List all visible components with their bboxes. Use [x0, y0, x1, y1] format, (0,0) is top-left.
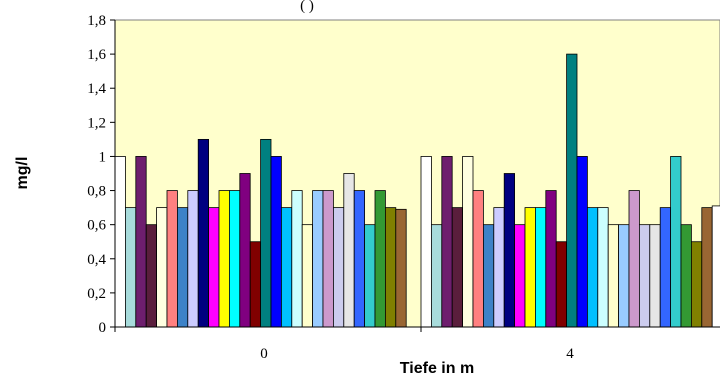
- bar-0-14: [249, 241, 261, 328]
- bar-0-1: [114, 156, 126, 328]
- bar-0-27: [384, 207, 397, 328]
- bar-0-6: [166, 190, 178, 328]
- bar-4-9: [503, 173, 516, 328]
- bar-0-22: [332, 207, 345, 328]
- bar-4-4: [451, 207, 464, 328]
- bar-4-10: [514, 224, 526, 328]
- bar-0-8: [187, 190, 199, 328]
- x-axis-title: Tiefe in m: [400, 360, 474, 377]
- x-tick-label-0: 0: [260, 346, 268, 362]
- bar-0-23: [343, 173, 355, 328]
- bar-4-25: [670, 156, 682, 328]
- top-fragment: ( ): [300, 0, 314, 14]
- bar-0-16: [270, 156, 282, 328]
- bar-4-22: [639, 224, 651, 328]
- bar-4-15: [566, 53, 578, 328]
- bar-4-13: [545, 190, 557, 328]
- bar-0-18: [291, 190, 303, 328]
- y-axis-title: mg/l: [14, 157, 31, 190]
- bar-4-5: [462, 156, 474, 328]
- bar-4-11: [524, 207, 536, 328]
- y-tick-label: 1,2: [87, 115, 106, 131]
- bar-0-24: [353, 190, 366, 328]
- bar-4-24: [659, 207, 672, 328]
- bar-4-26: [680, 224, 692, 328]
- bar-0-20: [312, 190, 324, 328]
- bar-4-19: [607, 224, 620, 328]
- bars-group: [114, 53, 720, 328]
- bar-4-16: [576, 156, 588, 328]
- y-tick-label: 0,6: [87, 218, 106, 234]
- bar-4-6: [472, 190, 484, 328]
- bar-0-7: [176, 207, 189, 328]
- bar-4-14: [555, 241, 568, 328]
- y-tick-label: 1,8: [87, 13, 106, 29]
- bar-0-2: [125, 207, 137, 328]
- bar-4-18: [597, 207, 609, 328]
- bar-4-12: [535, 207, 547, 328]
- bar-0-17: [280, 207, 293, 328]
- y-tick-label: 1: [99, 149, 107, 165]
- bar-0-15: [260, 138, 272, 328]
- bar-0-25: [364, 224, 376, 328]
- bar-0-3: [135, 156, 147, 328]
- y-tick-label: 0: [99, 320, 107, 336]
- bar-4-23: [649, 224, 661, 328]
- bar-4-28: [701, 207, 713, 328]
- y-tick-label: 1,4: [87, 81, 106, 97]
- bar-0-21: [322, 190, 334, 328]
- bar-4-27: [691, 241, 703, 328]
- bar-0-26: [374, 190, 386, 328]
- bar-4-3: [441, 156, 453, 328]
- y-tick-label: 0,8: [87, 184, 106, 200]
- bar-0-13: [239, 173, 251, 328]
- bar-0-28: [395, 208, 407, 328]
- bar-0-19: [301, 224, 314, 328]
- y-axis: 0 0,2 0,4 0,6 0,8 1 1,2 1,4 1,6 1,8: [87, 13, 116, 336]
- bar-4-21: [628, 190, 640, 328]
- bar-0-12: [228, 190, 241, 328]
- bar-4-7: [482, 224, 495, 328]
- bar-4-2: [430, 224, 443, 328]
- bar-4-8: [493, 207, 505, 328]
- x-tick-label-4: 4: [566, 346, 574, 362]
- y-tick-label: 0,4: [87, 252, 106, 268]
- bar-0-9: [197, 138, 209, 328]
- bar-0-11: [218, 190, 230, 328]
- bar-4-17: [587, 207, 599, 328]
- bar-0-10: [208, 207, 220, 328]
- y-tick-label: 1,6: [87, 47, 106, 63]
- bar-0-4: [145, 224, 157, 328]
- bar-4-20: [618, 224, 630, 328]
- bar-0-5: [156, 207, 168, 328]
- bar-4-29: [711, 205, 720, 328]
- bar-4-1: [420, 156, 432, 328]
- y-tick-label: 0,2: [87, 286, 106, 302]
